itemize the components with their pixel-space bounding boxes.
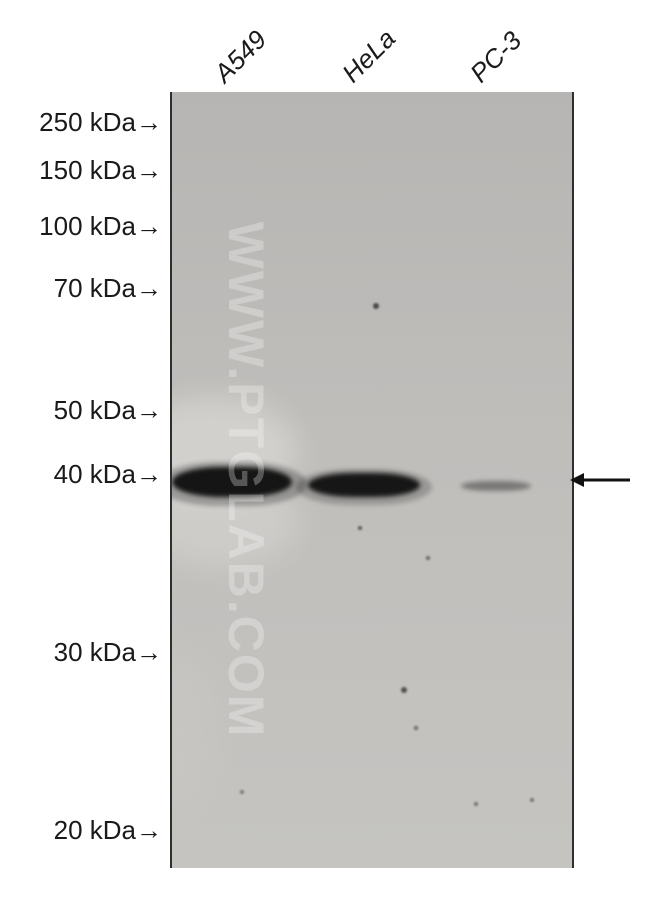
lane-label: HeLa (336, 23, 402, 89)
figure-container: WWW.PTGLAB.COM A549HeLaPC-3250 kDa→150 k… (0, 0, 650, 903)
speck (373, 303, 379, 309)
marker-label: 40 kDa→ (54, 459, 162, 490)
speck (401, 687, 407, 693)
marker-label: 50 kDa→ (54, 395, 162, 426)
observed-band-arrow (570, 468, 640, 492)
speck (358, 526, 362, 530)
band (296, 469, 432, 505)
band (461, 481, 531, 491)
speck (426, 556, 430, 560)
marker-label: 250 kDa→ (39, 107, 162, 138)
marker-label: 20 kDa→ (54, 815, 162, 846)
lane-label: A549 (208, 24, 273, 89)
band (170, 462, 307, 506)
speck (530, 798, 534, 802)
lane-label: PC-3 (464, 25, 528, 89)
marker-label: 100 kDa→ (39, 211, 162, 242)
blot-membrane (170, 92, 574, 868)
arrow-left-icon (570, 468, 640, 492)
marker-label: 150 kDa→ (39, 155, 162, 186)
speck (474, 802, 478, 806)
marker-label: 30 kDa→ (54, 637, 162, 668)
speck (414, 726, 418, 730)
marker-label: 70 kDa→ (54, 273, 162, 304)
speck (240, 790, 244, 794)
